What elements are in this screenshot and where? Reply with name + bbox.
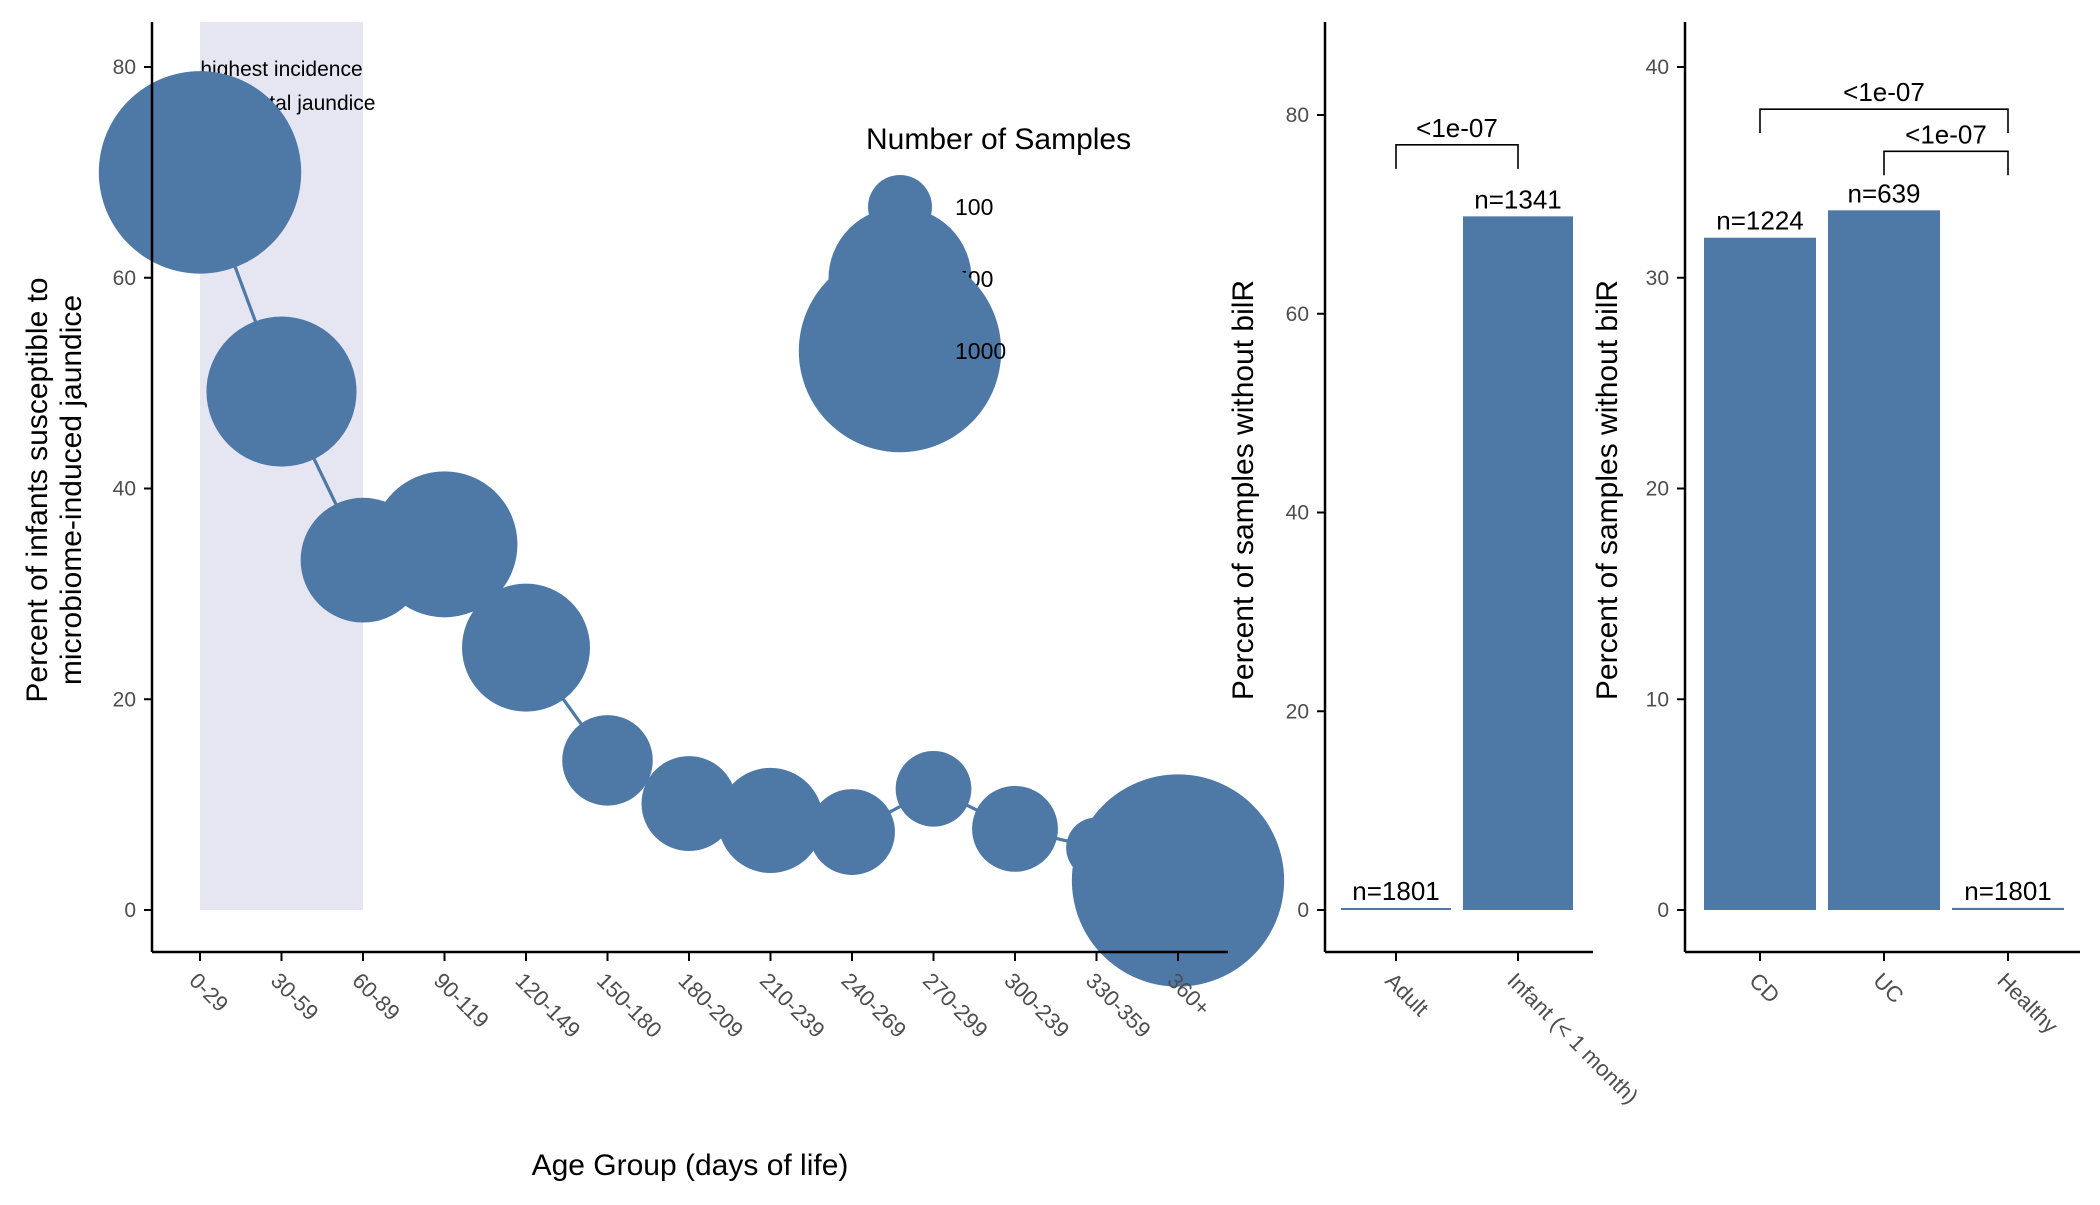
x-tick-label: 60-89 bbox=[347, 968, 404, 1025]
y-tick-label: 60 bbox=[1286, 303, 1309, 326]
bar-label-uc: n=639 bbox=[1847, 178, 1920, 208]
comparison-label: <1e-07 bbox=[1416, 113, 1498, 143]
y-tick-label: 40 bbox=[113, 478, 136, 501]
x-tick-label: 180-209 bbox=[673, 968, 748, 1043]
y-axis-title: Percent of infants susceptible tomicrobi… bbox=[21, 277, 88, 702]
bar-label-infant-1-month: n=1341 bbox=[1474, 184, 1561, 214]
comparison-label: <1e-07 bbox=[1905, 119, 1987, 149]
data-point-300-239 bbox=[972, 785, 1058, 872]
bar-label-healthy: n=1801 bbox=[1964, 876, 2051, 906]
legend-title: Number of Samples bbox=[866, 123, 1131, 156]
x-tick-label: CD bbox=[1744, 968, 1784, 1008]
y-tick-label: 20 bbox=[1646, 478, 1669, 501]
y-axis-title-line: Percent of infants susceptible to bbox=[21, 277, 54, 702]
x-tick-label: UC bbox=[1868, 968, 1908, 1008]
y-tick-label: 30 bbox=[1646, 267, 1669, 290]
x-tick-label: 30-59 bbox=[266, 968, 323, 1025]
data-point-90-119 bbox=[371, 471, 518, 618]
comparison-bracket bbox=[1395, 144, 1519, 169]
x-tick-label: 300-239 bbox=[999, 968, 1074, 1043]
y-tick-label: 20 bbox=[113, 688, 136, 711]
x-tick-label: Healthy bbox=[1992, 968, 2062, 1038]
x-tick-label: 240-269 bbox=[836, 968, 911, 1043]
x-tick-label: 0-29 bbox=[184, 968, 233, 1017]
x-tick-label: Infant (< 1 month) bbox=[1502, 968, 1643, 1109]
y-tick-label: 40 bbox=[1286, 502, 1309, 525]
x-tick-label: 270-299 bbox=[918, 968, 993, 1043]
bar-adult bbox=[1341, 908, 1451, 910]
y-tick-label: 0 bbox=[1297, 899, 1309, 922]
data-point-0-29 bbox=[98, 71, 302, 274]
data-point-120-149 bbox=[462, 583, 590, 712]
adult-infant-panel: n=1801 n=1341 Adult Infant (< 1 month) 0 20 4… bbox=[1227, 22, 1643, 1109]
data-point-180-209 bbox=[641, 756, 737, 852]
x-tick-label: 210-239 bbox=[755, 968, 830, 1043]
y-tick-label: 60 bbox=[113, 267, 136, 290]
y-tick-label: 80 bbox=[113, 56, 136, 79]
y-tick-label: 40 bbox=[1646, 56, 1669, 79]
bar-infant-1-month bbox=[1463, 216, 1573, 911]
data-point-240-269 bbox=[809, 789, 895, 875]
data-point-30-59 bbox=[206, 316, 357, 467]
y-tick-label: 0 bbox=[124, 899, 136, 922]
y-tick-label: 80 bbox=[1286, 104, 1309, 127]
legend-label-100: 100 bbox=[955, 194, 993, 220]
data-point-210-239 bbox=[717, 767, 824, 874]
y-tick-label: 0 bbox=[1657, 899, 1669, 922]
x-tick-label: 90-119 bbox=[429, 968, 494, 1033]
bar-label-cd: n=1224 bbox=[1716, 206, 1803, 236]
data-point-360 bbox=[1071, 774, 1285, 987]
y-axis-title: Percent of samples without bilR bbox=[1227, 280, 1260, 700]
legend-label-1000: 1000 bbox=[955, 338, 1006, 364]
region-annotation-line: highest incidence bbox=[200, 58, 362, 81]
x-tick-label: Adult bbox=[1380, 968, 1433, 1021]
y-axis-title-line: microbiome-induced jaundice bbox=[55, 295, 88, 685]
y-tick-label: 10 bbox=[1646, 688, 1669, 711]
bar-uc bbox=[1828, 210, 1940, 910]
bar-healthy bbox=[1952, 907, 2064, 910]
bar-cd bbox=[1704, 237, 1816, 910]
comparison-bracket bbox=[1883, 150, 2009, 176]
x-tick-label: 120-149 bbox=[510, 968, 585, 1043]
y-tick-label: 20 bbox=[1286, 700, 1309, 723]
data-point-150-180 bbox=[562, 715, 653, 806]
data-point-270-299 bbox=[895, 750, 972, 827]
bar-label-adult: n=1801 bbox=[1352, 876, 1439, 906]
x-axis-title: Age Group (days of life) bbox=[532, 1149, 849, 1182]
y-axis-title: Percent of samples without bilR bbox=[1591, 280, 1624, 700]
comparison-bracket bbox=[1759, 108, 2009, 134]
ibd-panel: n=1224 n=639 n=1801 CD UC Healthy 0 10 20 30 40 Pe… bbox=[1591, 22, 2080, 1038]
legend-symbol-1000 bbox=[798, 249, 1002, 453]
x-tick-label: 150-180 bbox=[592, 968, 667, 1043]
comparison-label: <1e-07 bbox=[1843, 77, 1925, 107]
